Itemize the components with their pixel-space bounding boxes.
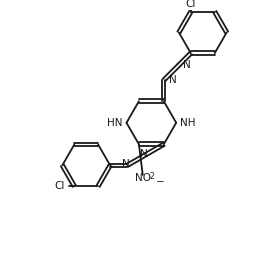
Text: N: N (140, 149, 147, 159)
Text: HN: HN (107, 118, 123, 128)
Text: Cl: Cl (185, 0, 196, 9)
Text: NO: NO (135, 173, 151, 183)
Text: N: N (183, 60, 191, 70)
Text: N: N (122, 159, 129, 169)
Text: NH: NH (180, 118, 196, 128)
Text: −: − (156, 177, 165, 187)
Text: Cl: Cl (54, 181, 65, 191)
Text: N: N (169, 75, 176, 85)
Text: 2: 2 (149, 172, 154, 181)
